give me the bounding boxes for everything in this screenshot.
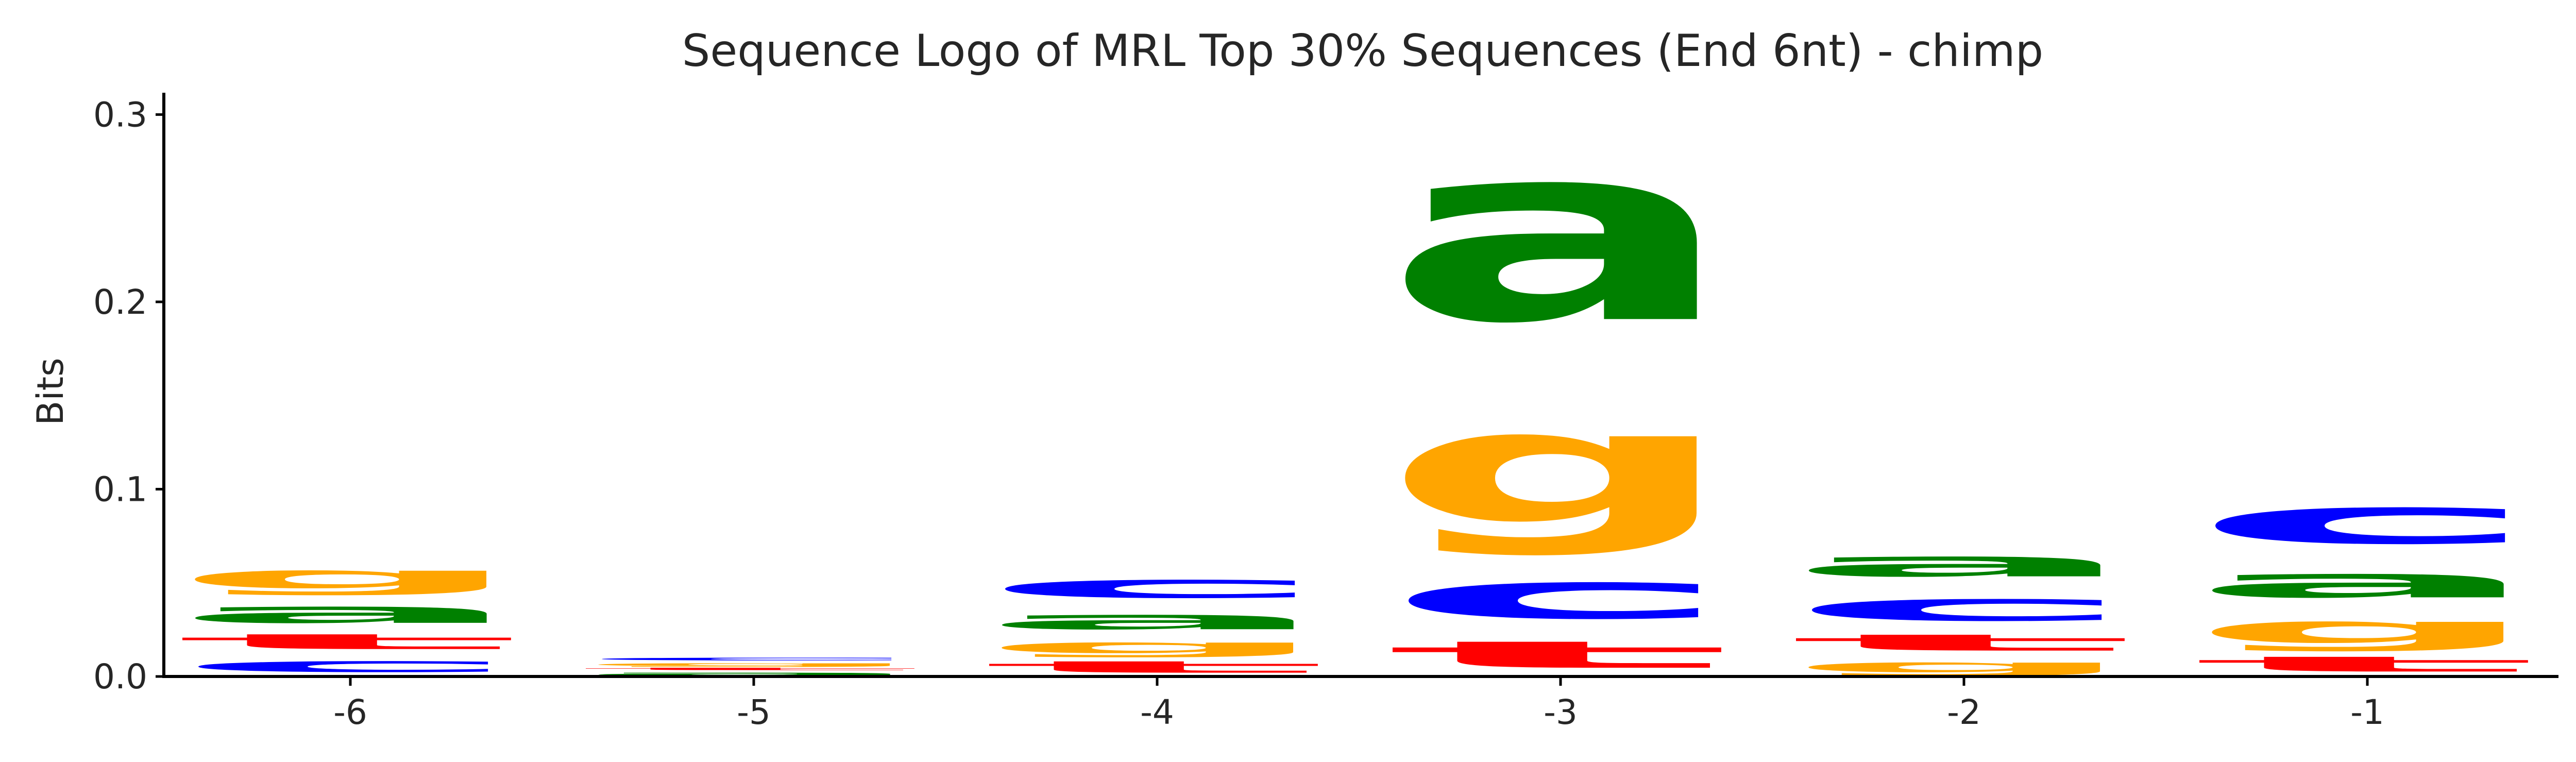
logo-letter-a: a	[2190, 558, 2545, 607]
logo-letter-t: t	[1383, 633, 1738, 676]
x-tick-label: -4	[1140, 692, 1174, 732]
logo-letter-t: t	[2190, 652, 2545, 676]
logo-letter-t: t	[979, 658, 1335, 676]
y-tick-label: 0.1	[93, 469, 147, 509]
logo-letter-t: t	[576, 667, 931, 671]
logo-letter-a: a	[576, 671, 931, 676]
y-axis-label: Bits	[29, 358, 72, 425]
logo-letter-a: a	[1383, 92, 1738, 377]
y-tick-label: 0.3	[93, 95, 147, 134]
axes-layer	[162, 93, 2558, 678]
y-tick-label: 0.2	[93, 282, 147, 322]
logo-letter-c: c	[1786, 585, 2142, 630]
logo-letter-c: c	[173, 654, 528, 676]
logo-letter-c: c	[979, 568, 1335, 605]
x-tick-label: -3	[1544, 692, 1578, 732]
logo-letter-a: a	[173, 596, 528, 630]
logo-letter-g: g	[2190, 607, 2545, 652]
x-tick-label: -1	[2350, 692, 2384, 732]
logo-letter-a: a	[1786, 544, 2142, 585]
logo-letter-a: a	[979, 605, 1335, 635]
y-ticks: 0.0 0.1 0.2 0.3	[93, 95, 164, 697]
logo-letter-t: t	[1786, 630, 2142, 656]
logo-letter-g: g	[1383, 377, 1738, 558]
logo-letter-g: g	[1786, 656, 2142, 676]
x-tick-label: -6	[333, 692, 367, 732]
x-tick-label: -5	[737, 692, 771, 732]
logo-letter-g: g	[979, 635, 1335, 658]
y-tick-label: 0.0	[93, 657, 147, 697]
logo-letter-c: c	[2190, 484, 2545, 558]
logo-letter-c: c	[576, 656, 931, 662]
x-tick-label: -2	[1947, 692, 1981, 732]
chart-title: Sequence Logo of MRL Top 30% Sequences (…	[682, 25, 2043, 77]
logo-letter-t: t	[173, 630, 528, 654]
x-ticks: -6 -5 -4 -3 -2 -1	[333, 676, 2384, 732]
logo-letter-g: g	[576, 662, 931, 667]
logo-letter-c: c	[1383, 558, 1738, 633]
logo-letter-g: g	[173, 558, 528, 596]
